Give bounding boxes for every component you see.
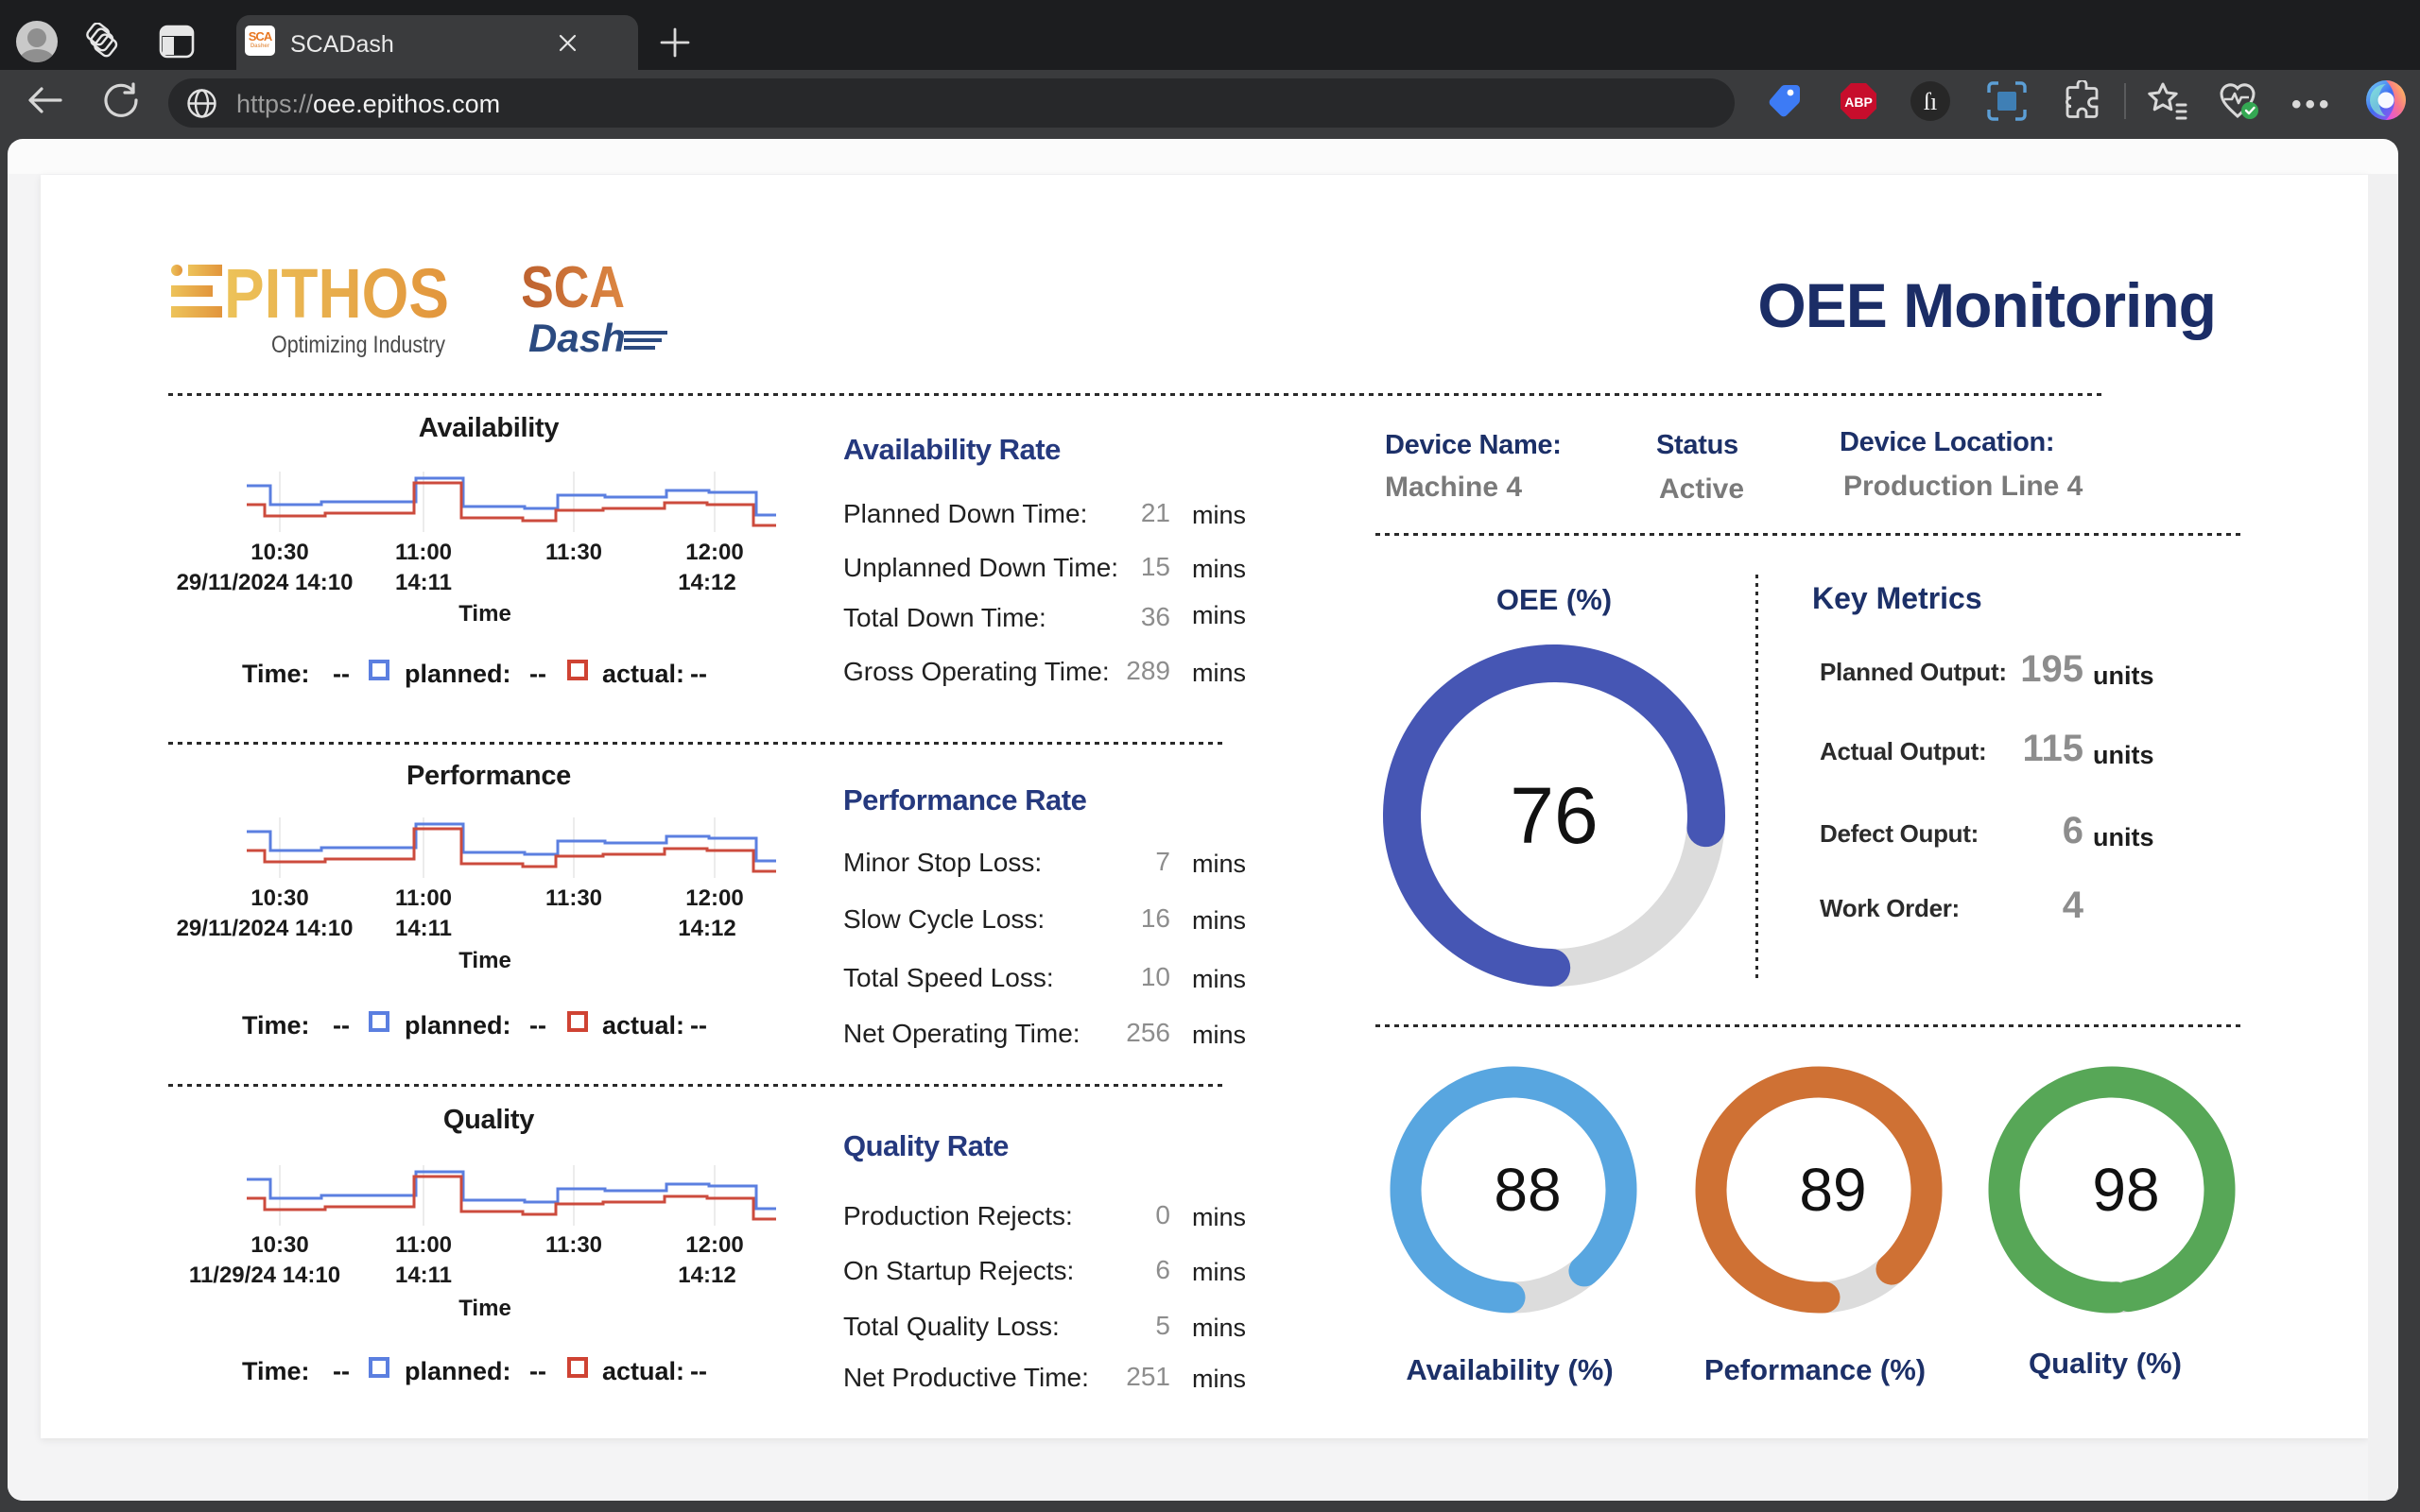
- svg-text:ſı: ſı: [1924, 88, 1937, 115]
- svg-text:Optimizing Industry: Optimizing Industry: [271, 332, 445, 358]
- svg-text:ABP: ABP: [1844, 94, 1873, 110]
- svg-text:PITHOS: PITHOS: [224, 254, 449, 333]
- svg-text:Dash: Dash: [528, 316, 626, 360]
- svg-text:SCA: SCA: [523, 257, 625, 320]
